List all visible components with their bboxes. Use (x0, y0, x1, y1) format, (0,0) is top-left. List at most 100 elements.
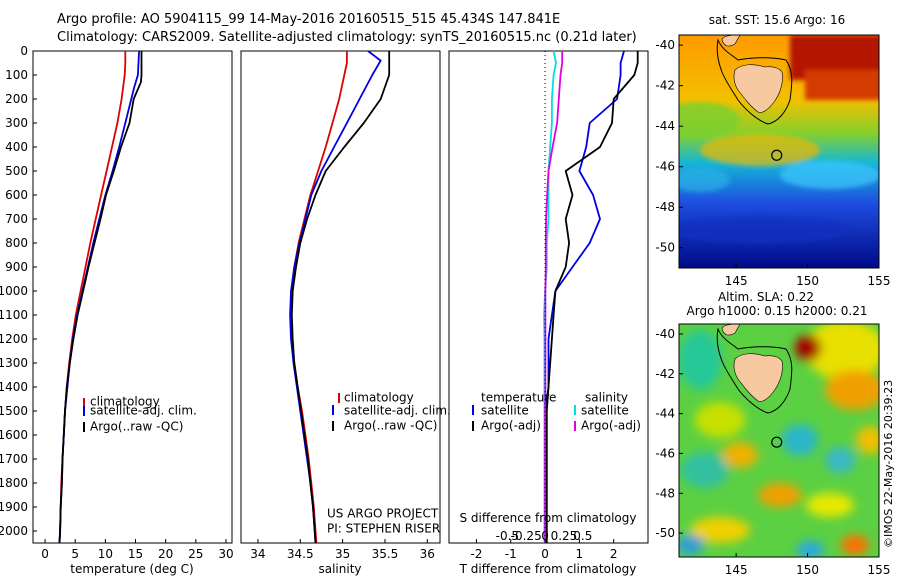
legend-label-argo: Argo(..raw -QC) (344, 419, 437, 433)
depth-tick-label: 1200 (0, 332, 28, 346)
depth-tick-label: 1000 (0, 284, 28, 298)
depth-tick-label: 1800 (0, 476, 28, 490)
series-line-argo-raw-qc- (58, 51, 143, 543)
salinity-annotation: US ARGO PROJECT PI: STEPHEN RISER (327, 507, 440, 536)
x-tick-label: 30 (218, 547, 233, 561)
figure-title-line2: Climatology: CARS2009. Satellite-adjuste… (57, 30, 637, 45)
x-tick-label: -2 (470, 547, 482, 561)
x-tick-label: 36 (420, 547, 435, 561)
x-tick-label: 35 (335, 547, 350, 561)
difference-legend: temperature salinity satellite Argo(-adj… (472, 391, 641, 433)
sst-map (679, 35, 879, 268)
map-y-tick-label: -40 (655, 327, 675, 341)
legend-label-t-satellite: satellite (481, 404, 529, 418)
x-tick-label: 35.5 (372, 547, 399, 561)
legend-label-argo: Argo(..raw -QC) (90, 420, 183, 434)
depth-tick-label: 1900 (0, 500, 28, 514)
sla-tasmania (733, 353, 783, 402)
legend-label-climatology: climatology (344, 391, 414, 405)
temperature-panel (32, 50, 233, 544)
depth-tick-label: 1600 (0, 428, 28, 442)
legend-label-satellite: satellite-adj. clim. (344, 404, 451, 418)
legend-title-temperature: temperature (481, 391, 556, 405)
temperature-axis-label: temperature (deg C) (70, 562, 193, 576)
sst-map-title: sat. SST: 15.6 Argo: 16 (709, 13, 846, 27)
x-tick-label: 15 (128, 547, 143, 561)
pi-label: PI: STEPHEN RISER (327, 522, 440, 536)
x-tick-label: 2 (610, 547, 618, 561)
x-tick-label: 0 (41, 547, 49, 561)
map-y-tick-label: -42 (655, 79, 675, 93)
legend-title-salinity: salinity (585, 391, 628, 405)
depth-tick-label: 200 (5, 92, 28, 106)
figure-title-line1: Argo profile: AO 5904115_99 14-May-2016 … (57, 12, 561, 27)
sla-structure (679, 324, 879, 557)
x-tick-label: 25 (188, 547, 203, 561)
map-x-tick-label: 155 (868, 563, 891, 577)
sla-argo-marker (771, 436, 783, 448)
map-x-tick-label: 150 (796, 563, 819, 577)
sla-map-title: Altim. SLA: 0.22 (718, 290, 814, 304)
sst-argo-marker (771, 149, 783, 161)
sst-mainland (721, 35, 741, 47)
map-y-tick-label: -48 (655, 200, 675, 214)
map-y-tick-label: -44 (655, 119, 675, 133)
depth-tick-label: 500 (5, 164, 28, 178)
temperature-legend: climatology satellite-adj. clim. Argo(..… (83, 395, 197, 434)
map-y-tick-label: -42 (655, 367, 675, 381)
legend-label-t-argo: Argo(-adj) (481, 419, 541, 433)
depth-tick-label: 1100 (0, 308, 28, 322)
x-tick-label: 1 (576, 547, 584, 561)
salinity-panel (240, 50, 441, 544)
s-difference-tick-label: 0.25 (551, 529, 578, 543)
s-difference-tick-label: -0.25 (511, 529, 542, 543)
series-line-temperature-argo-adj- (545, 51, 639, 543)
depth-tick-label: 700 (5, 212, 28, 226)
sst-structure (679, 35, 879, 244)
salinity-axis-label: salinity (318, 562, 361, 576)
x-tick-label: 34.5 (287, 547, 314, 561)
map-y-tick-label: -48 (655, 486, 675, 500)
difference-panel (448, 50, 649, 544)
depth-tick-label: 1700 (0, 452, 28, 466)
map-x-tick-label: 145 (725, 563, 748, 577)
legend-label-s-argo: Argo(-adj) (581, 419, 641, 433)
t-difference-axis-label: T difference from climatology (459, 562, 637, 576)
s-difference-axis-label: S difference from climatology (460, 511, 637, 525)
depth-tick-label: 100 (5, 68, 28, 82)
depth-tick-label: 300 (5, 116, 28, 130)
legend-label-climatology: climatology (90, 395, 160, 409)
sla-shelf-contour (716, 327, 793, 414)
sla-map-frame (678, 323, 880, 558)
depth-tick-label: 400 (5, 140, 28, 154)
map-y-tick-label: -44 (655, 407, 675, 421)
x-tick-label: 5 (71, 547, 79, 561)
sst-shelf-contour (716, 38, 793, 125)
sst-tasmania (733, 64, 783, 113)
depth-tick-label: 1500 (0, 404, 28, 418)
depth-tick-label: 900 (5, 260, 28, 274)
s-difference-tick-label: -0.5 (496, 529, 519, 543)
sla-mainland (721, 324, 741, 336)
sla-map (679, 324, 879, 557)
map-x-tick-label: 145 (725, 274, 748, 288)
credit-text: ©IMOS 22-May-2016 20:39:23 (882, 380, 895, 548)
depth-tick-label: 2000 (0, 524, 28, 538)
project-label: US ARGO PROJECT (327, 507, 439, 521)
s-difference-tick-label: 0.5 (573, 529, 592, 543)
map-x-tick-label: 150 (796, 274, 819, 288)
depth-tick-label: 800 (5, 236, 28, 250)
x-tick-label: -1 (505, 547, 517, 561)
legend-label-s-satellite: satellite (581, 404, 629, 418)
map-x-tick-label: 155 (868, 274, 891, 288)
legend-label-satellite: satellite-adj. clim. (90, 404, 197, 418)
depth-tick-label: 0 (20, 44, 28, 58)
x-tick-label: 20 (158, 547, 173, 561)
x-tick-label: 0 (541, 547, 549, 561)
depth-tick-label: 600 (5, 188, 28, 202)
depth-tick-label: 1400 (0, 380, 28, 394)
map-y-tick-label: -46 (655, 160, 675, 174)
map-y-tick-label: -50 (655, 526, 675, 540)
x-tick-label: 34 (250, 547, 265, 561)
